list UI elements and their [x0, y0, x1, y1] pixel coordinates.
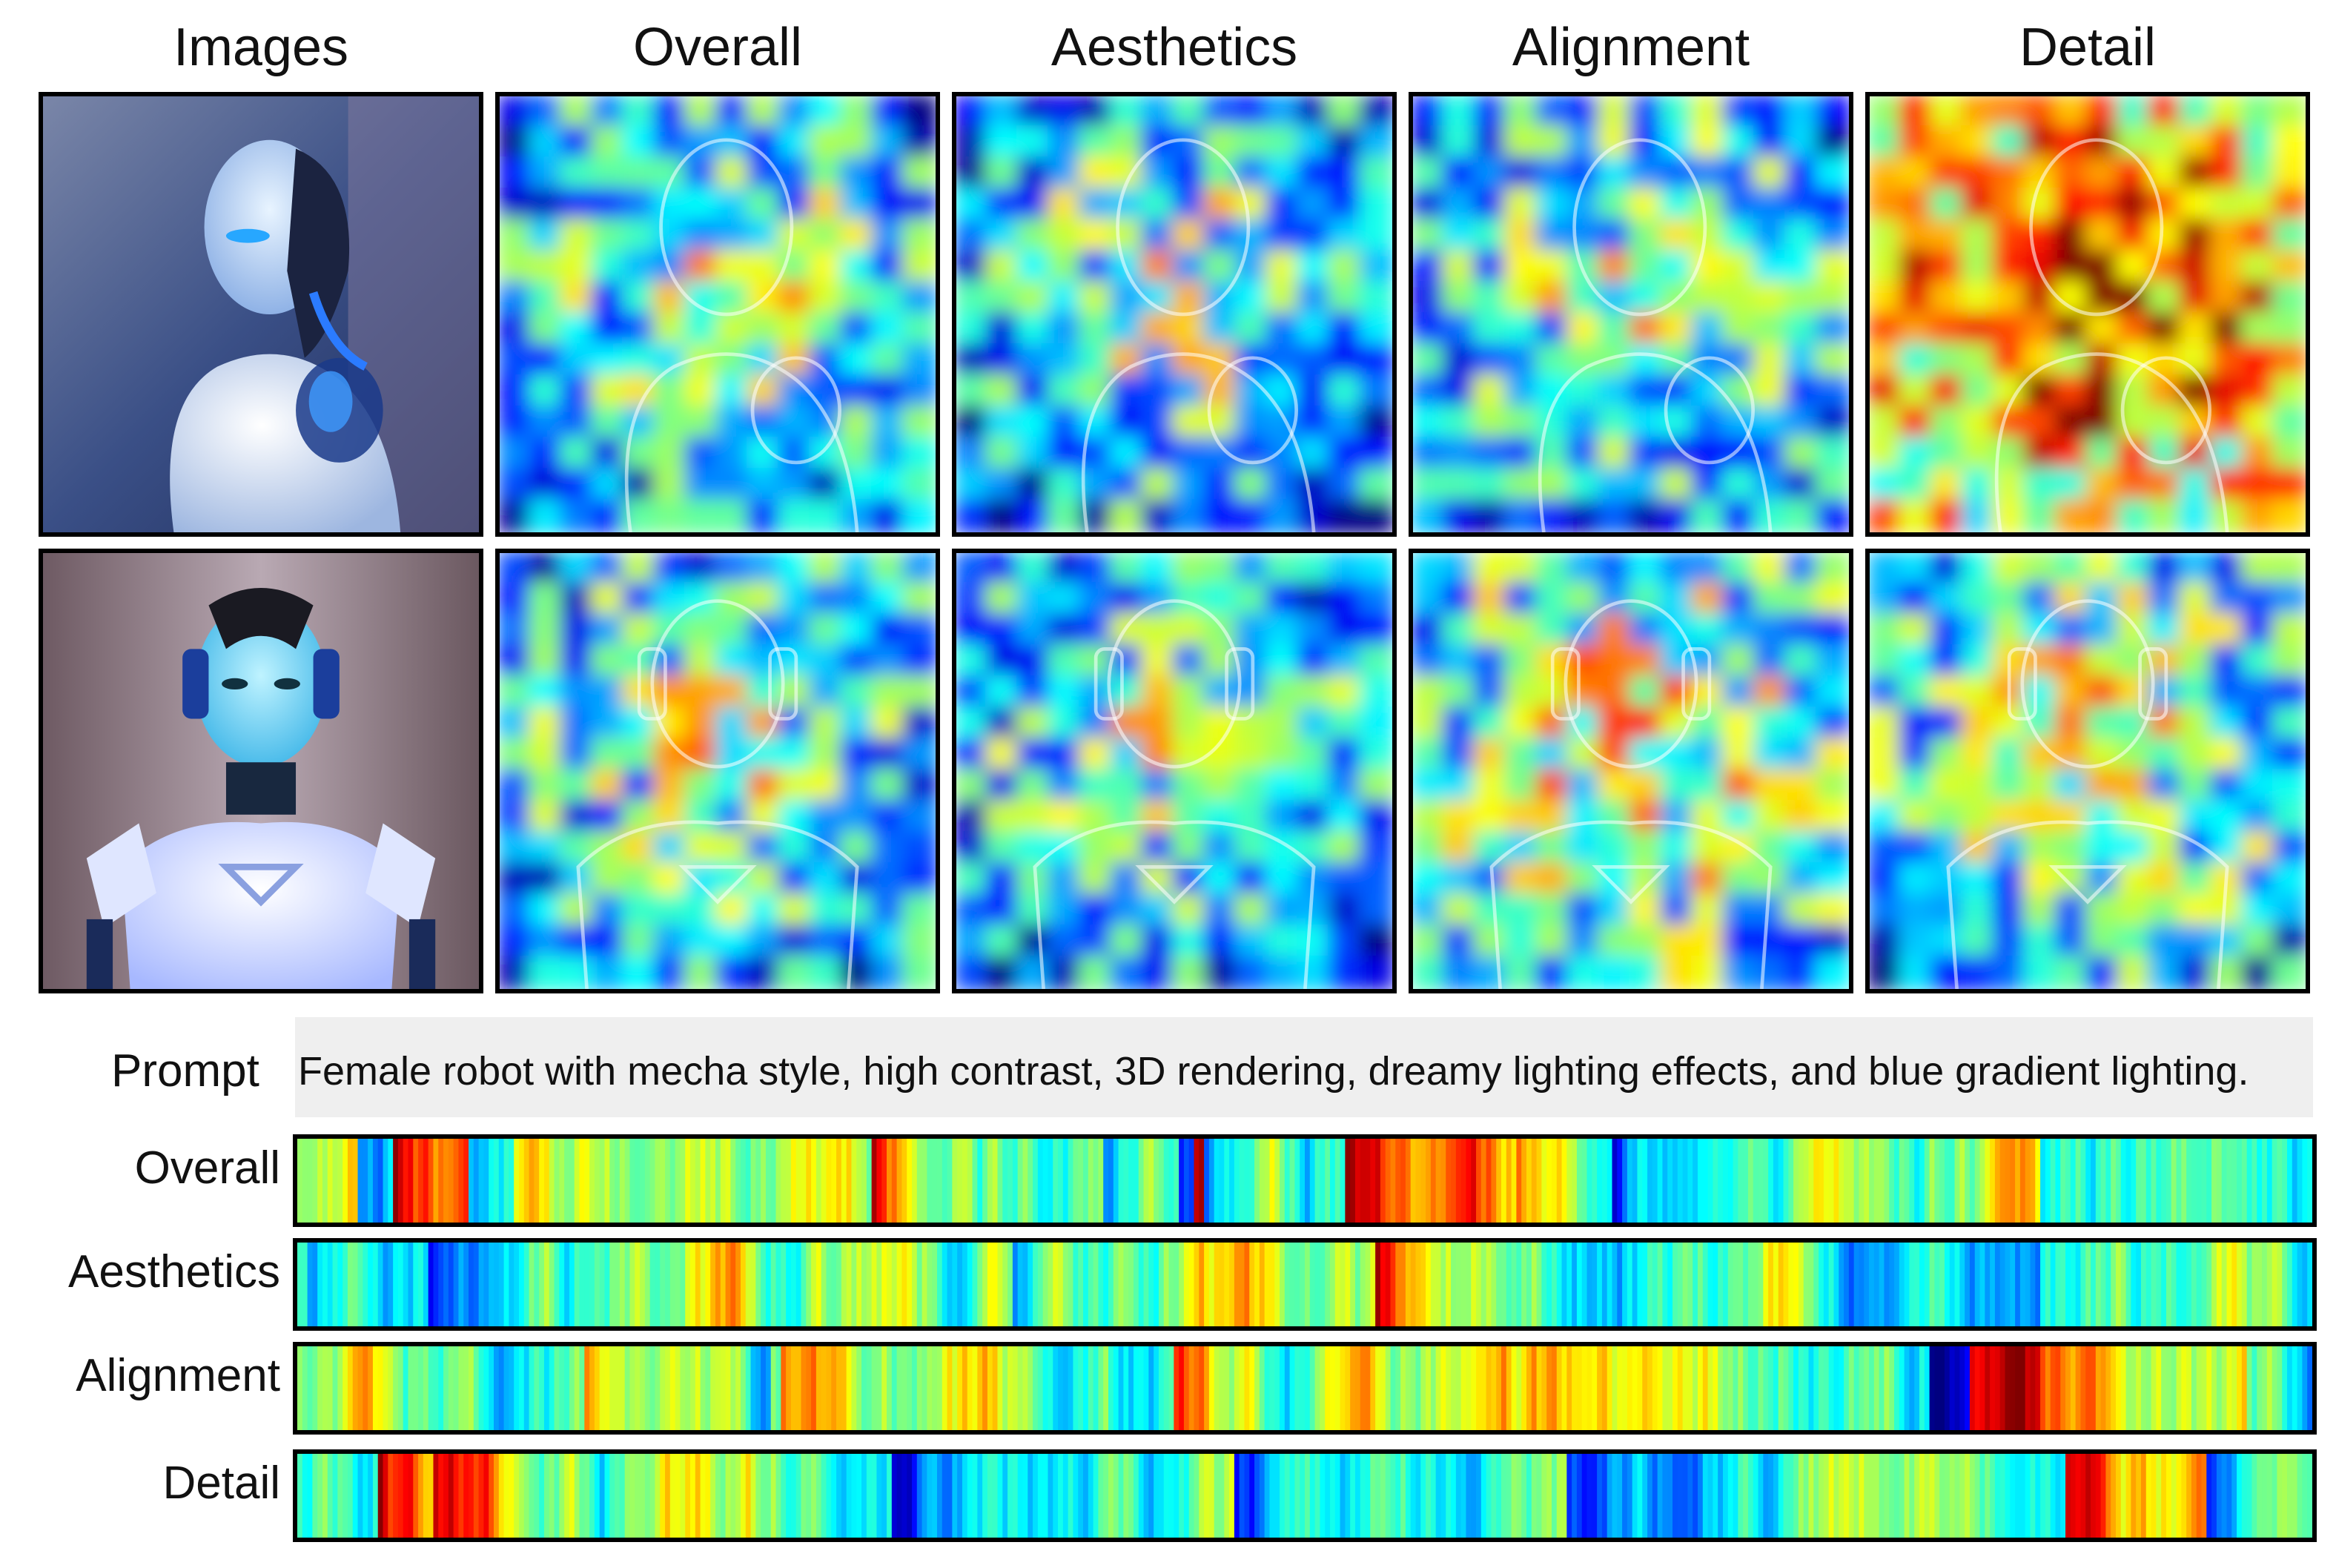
robot-image-1: [39, 92, 483, 537]
heatmap-overall-2: [495, 549, 940, 993]
heatmap-detail-2: [1865, 549, 2310, 993]
heatmap-overall-1: [495, 92, 940, 537]
prompt-background: [295, 1017, 2313, 1117]
token-bar-overall: [293, 1134, 2317, 1227]
bar-label-overall: Overall: [134, 1142, 280, 1194]
heatmap-aesthetics-2: [952, 549, 1397, 993]
bar-label-detail: Detail: [162, 1458, 280, 1509]
col-header-overall: Overall: [632, 18, 803, 77]
bar-label-alignment: Alignment: [76, 1350, 280, 1401]
prompt-label: Prompt: [111, 1045, 259, 1096]
token-bar-aesthetics: [293, 1238, 2317, 1331]
token-bar-detail: [293, 1449, 2317, 1542]
token-bar-alignment: [293, 1342, 2317, 1435]
bar-label-aesthetics: Aesthetics: [67, 1246, 280, 1297]
heatmap-aesthetics-1: [952, 92, 1397, 537]
prompt-text: Female robot with mecha style, high cont…: [298, 1049, 2249, 1094]
heatmap-detail-1: [1865, 92, 2310, 537]
heatmap-alignment-2: [1409, 549, 1853, 993]
robot-image-2: [39, 549, 483, 993]
col-header-detail: Detail: [2019, 18, 2157, 77]
col-header-images: Images: [173, 18, 349, 77]
heatmap-alignment-1: [1409, 92, 1853, 537]
col-header-alignment: Alignment: [1512, 18, 1750, 77]
col-header-aesthetics: Aesthetics: [1050, 18, 1298, 77]
